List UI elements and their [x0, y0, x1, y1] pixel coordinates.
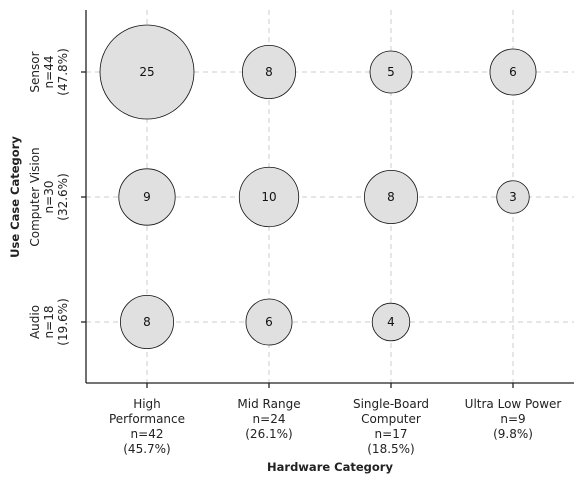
x-tick-label-line: High [133, 397, 161, 411]
x-tick-labels: High Performance n=42 (45.7%)Mid Range n=24(… [109, 397, 561, 456]
x-tick-label-line: Computer [361, 412, 421, 426]
bubble-value-label: 9 [143, 190, 151, 204]
bubble [245, 298, 293, 346]
bubble [489, 48, 537, 96]
x-tick-label-line: Performance [109, 412, 185, 426]
x-tick-label-line: (26.1%) [245, 427, 292, 441]
x-tick-label-line: (18.5%) [367, 442, 414, 456]
bubble-value-label: 8 [387, 190, 395, 204]
y-tick-label-line: (32.6%) [56, 173, 70, 220]
bubble [364, 170, 418, 224]
bubble-value-label: 25 [139, 65, 154, 79]
y-tick-label: Computer Visionn=30(32.6%) [28, 147, 70, 246]
x-tick-label-line: n=42 [131, 427, 164, 441]
bubble-value-label: 5 [387, 65, 395, 79]
bubble-value-label: 8 [143, 315, 151, 329]
x-tick-label: Single-Board Computer n=17 (18.5%) [353, 397, 429, 456]
x-tick-label: Ultra Low Power n=9 (9.8%) [465, 397, 562, 441]
x-tick-label: Mid Range n=24 (26.1%) [237, 397, 300, 441]
bubble-value-label: 6 [509, 65, 517, 79]
bubble [99, 24, 195, 120]
y-tick-label-line: (47.8%) [56, 48, 70, 95]
bubble [238, 166, 300, 228]
x-tick-label-line: n=24 [253, 412, 286, 426]
y-tick-label: Audion=18(19.6%) [28, 298, 70, 345]
y-tick-label-line: n=30 [42, 181, 56, 214]
y-tick-labels: Audion=18(19.6%) Computer Visionn=30(32.6… [28, 48, 70, 345]
bubble-value-label: 10 [261, 190, 276, 204]
y-tick-label-line: Sensor [28, 51, 42, 92]
x-tick-label-line: (9.8%) [493, 427, 533, 441]
bubble-value-label: 8 [265, 65, 273, 79]
y-tick-label-line: Computer Vision [28, 147, 42, 246]
x-axis-title: Hardware Category [267, 460, 393, 474]
y-tick-label-line: n=44 [42, 56, 56, 89]
y-tick-label-line: (19.6%) [56, 298, 70, 345]
axis-ticks [81, 71, 514, 388]
y-tick-label-line: Audio [28, 305, 42, 339]
x-tick-label-line: Ultra Low Power [465, 397, 562, 411]
bubble-value-label: 4 [387, 315, 395, 329]
x-tick-label: High Performance n=42 (45.7%) [109, 397, 185, 456]
x-tick-label-line: Mid Range [237, 397, 300, 411]
bubble-value-label: 3 [509, 190, 517, 204]
y-tick-label-line: n=18 [42, 306, 56, 339]
bubble-value-label: 6 [265, 315, 273, 329]
bubble [118, 168, 176, 226]
x-tick-label-line: n=17 [375, 427, 408, 441]
bubble [496, 180, 530, 214]
bubble [371, 302, 411, 342]
bubble [369, 50, 413, 94]
x-tick-label-line: Single-Board [353, 397, 429, 411]
bubble [120, 295, 174, 349]
bubbles: 25 8 5 6 9 10 8 3 8 6 4 [99, 24, 537, 349]
y-axis-title: Use Case Category [8, 136, 22, 258]
y-tick-label: Sensorn=44(47.8%) [28, 48, 70, 95]
x-tick-label-line: (45.7%) [123, 442, 170, 456]
x-tick-label-line: n=9 [500, 412, 525, 426]
bubble [242, 45, 296, 99]
